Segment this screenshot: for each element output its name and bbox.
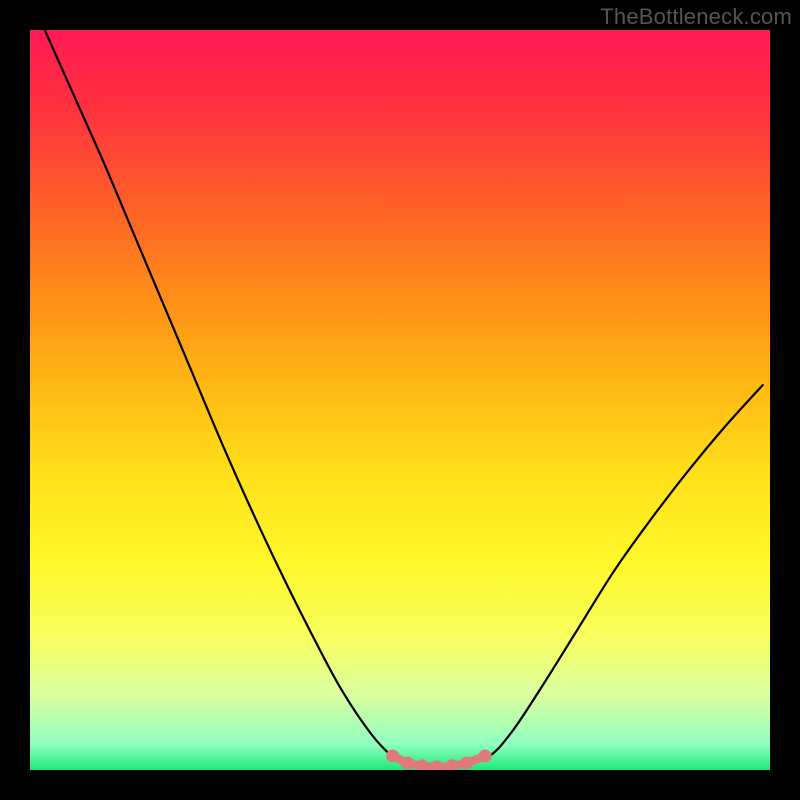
- gradient-background: [30, 30, 770, 770]
- highlight-dot: [386, 749, 399, 762]
- highlight-dot: [460, 756, 473, 769]
- bottleneck-chart: [30, 30, 770, 770]
- highlight-dot: [479, 749, 492, 762]
- watermark-text: TheBottleneck.com: [600, 4, 792, 30]
- highlight-dot: [401, 756, 414, 769]
- chart-frame: TheBottleneck.com: [0, 0, 800, 800]
